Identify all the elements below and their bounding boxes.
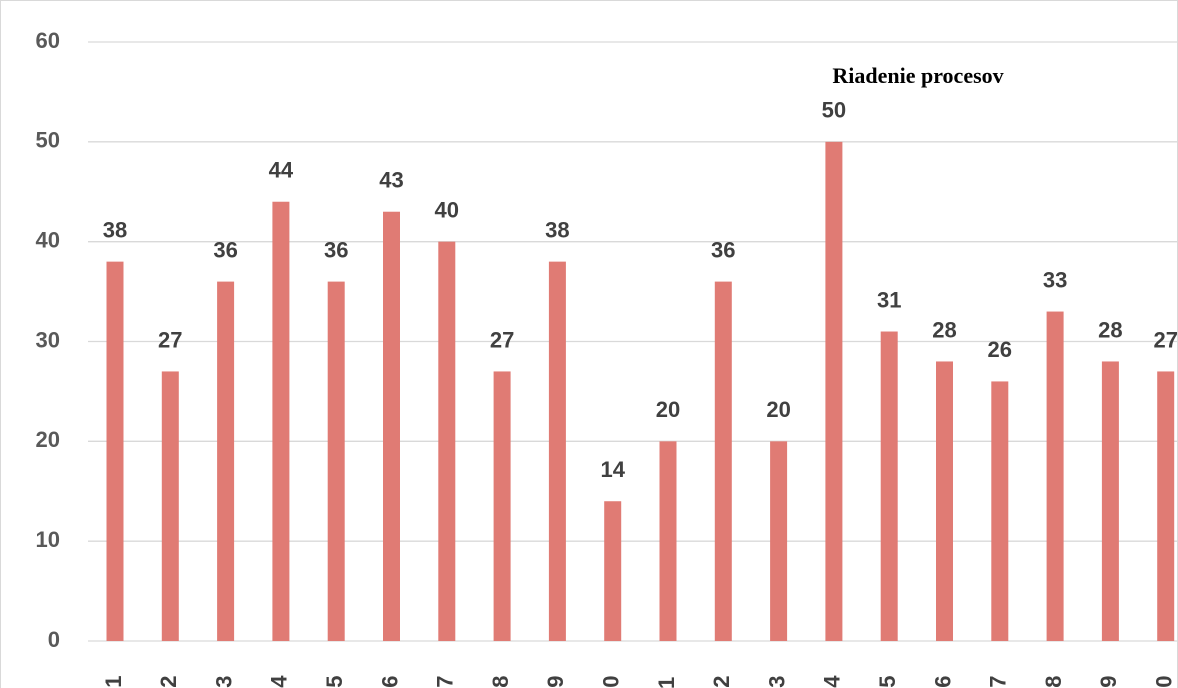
data-label: 36: [213, 237, 237, 262]
bar: [106, 261, 124, 641]
bar: [383, 211, 400, 641]
x-tick-label: 13: [764, 676, 789, 688]
bar: [1157, 371, 1175, 641]
data-label: 28: [932, 317, 956, 342]
x-tick-label: 07: [433, 676, 458, 688]
data-label: 40: [435, 197, 459, 222]
data-label: 38: [103, 217, 127, 242]
x-tick-label: 19: [1096, 676, 1121, 688]
x-tick-label: 01: [101, 676, 126, 688]
y-tick-label: 50: [36, 128, 60, 153]
x-tick-label: 06: [377, 676, 402, 688]
bar: [936, 361, 953, 641]
data-label: 38: [545, 217, 569, 242]
bar: [770, 441, 788, 641]
bar: [438, 241, 456, 641]
bar: [272, 201, 290, 641]
x-tick-label: 05: [322, 676, 347, 688]
bar: [825, 141, 843, 642]
x-tick-label: 18: [1041, 676, 1066, 688]
chart-title: Riadenie procesov: [832, 63, 1003, 88]
bar: [1046, 311, 1064, 641]
x-tick-label: 10: [599, 676, 624, 688]
x-tick-label: 20: [1152, 676, 1177, 688]
x-tick-label: 15: [875, 676, 900, 688]
bar: [161, 371, 179, 641]
bar: [714, 281, 732, 641]
y-tick-label: 0: [48, 627, 60, 652]
data-label: 50: [822, 98, 846, 123]
y-tick-label: 40: [36, 227, 60, 252]
data-label: 26: [988, 337, 1012, 362]
data-label: 44: [269, 158, 294, 183]
data-label: 31: [877, 287, 901, 312]
x-tick-label: 11: [654, 677, 679, 688]
x-tick-label: 14: [820, 675, 845, 688]
bar: [327, 281, 345, 641]
bar: [1101, 361, 1119, 641]
data-label: 28: [1098, 317, 1122, 342]
bar: [880, 331, 898, 641]
data-label: 43: [379, 168, 403, 193]
y-tick-label: 20: [36, 427, 60, 452]
y-tick-label: 60: [36, 28, 60, 53]
data-label: 33: [1043, 267, 1067, 292]
data-label: 27: [1153, 327, 1177, 352]
bar: [493, 371, 511, 641]
x-tick-label: 12: [709, 676, 734, 688]
bar: [548, 261, 566, 641]
x-tick-label: 17: [986, 676, 1011, 688]
data-label: 36: [711, 237, 735, 262]
data-label: 27: [490, 327, 514, 352]
data-label: 14: [600, 457, 625, 482]
bar: [604, 501, 622, 641]
bar: [659, 441, 677, 641]
bar: [991, 381, 1009, 641]
x-tick-label: 09: [543, 676, 568, 688]
y-tick-label: 30: [36, 327, 60, 352]
x-tick-label: 04: [267, 675, 292, 688]
data-label: 36: [324, 237, 348, 262]
y-tick-label: 10: [36, 527, 60, 552]
x-tick-label: 03: [211, 676, 236, 688]
data-label: 20: [766, 397, 790, 422]
x-tick-label: 02: [156, 676, 181, 688]
data-label: 20: [656, 397, 680, 422]
x-tick-label: 16: [930, 676, 955, 688]
bar: [217, 281, 235, 641]
data-label: 27: [158, 327, 182, 352]
x-tick-label: 08: [488, 676, 513, 688]
